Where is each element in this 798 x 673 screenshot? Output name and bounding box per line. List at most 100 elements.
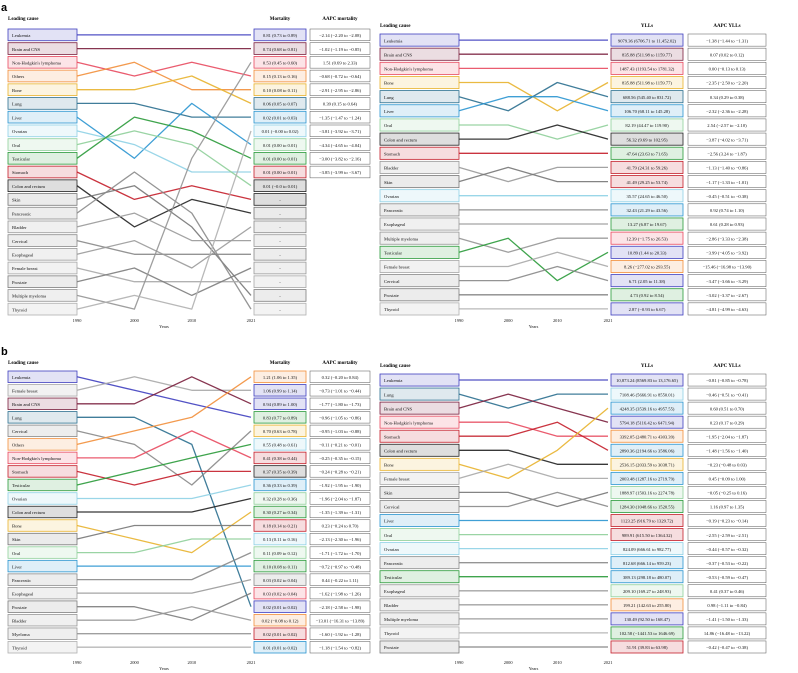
cause-label: Cervical (384, 505, 400, 510)
aapc-label: −1.77 (−1.80 to −1.73) (319, 402, 361, 407)
aapc-box (687, 444, 767, 457)
aapc-box (309, 124, 371, 137)
metric-header: YLLs (641, 24, 653, 29)
value-box (610, 626, 684, 640)
value-box (253, 546, 307, 559)
chart-panel-3: Leading cause Mortality AAPC mortality 1990… (7, 361, 371, 671)
aapc-box (309, 397, 371, 410)
cause-label: Brain and CNS (384, 52, 413, 57)
aapc-label: 0.92 (0.74 to 1.10) (710, 208, 745, 213)
cause-label: Prostate (384, 645, 399, 650)
aapc-box (309, 69, 371, 83)
cause-box (7, 289, 78, 302)
series-line-ovarian (77, 484, 252, 500)
value-label: 1888.97 (1503.16 to 2274.78) (620, 491, 675, 496)
series-line-pancreatic (76, 171, 252, 310)
value-box (253, 110, 307, 124)
cause-label: Leukemia (12, 33, 30, 38)
cause-box (7, 152, 78, 165)
aapc-box (309, 384, 371, 397)
value-label: - (279, 239, 281, 244)
aapc-box (309, 28, 371, 41)
value-box (610, 175, 684, 189)
cause-box (7, 519, 78, 532)
cause-box (379, 203, 460, 217)
series-line-lung (77, 102, 251, 118)
cause-label: Prostate (384, 293, 399, 298)
value-box (610, 485, 684, 499)
value-box (253, 179, 307, 192)
cause-box (7, 559, 78, 573)
x-tick-label: 2010 (553, 318, 563, 323)
aapc-box (687, 175, 767, 188)
aapc-box (309, 424, 371, 437)
value-box (610, 640, 684, 654)
value-label: 0.94 (0.89 to 1.00) (263, 402, 298, 407)
cause-box (7, 424, 78, 438)
cause-label: Oral (12, 143, 21, 148)
series-line-prostate (76, 267, 252, 297)
aapc-header: AAPC mortality (322, 361, 358, 366)
aapc-box (687, 612, 767, 626)
series-line-bone (458, 407, 609, 480)
cause-box (379, 47, 460, 61)
aapc-label: −0.73 (−1.01 to −0.44) (319, 388, 361, 393)
aapc-label: 0.00 (−0.13 to 0.13) (709, 67, 746, 72)
cause-label: Pancreatic (384, 208, 403, 213)
value-label: 389.13 (298.18 to 480.07) (623, 575, 671, 580)
cause-box (7, 110, 78, 124)
value-label: 835.88 (511.98 to 1159.77) (622, 81, 672, 86)
series-line-pancreatic (77, 552, 252, 581)
value-label: - (279, 252, 281, 257)
aapc-box (309, 165, 371, 179)
cause-box (7, 586, 78, 600)
value-box (610, 500, 684, 513)
cause-box (7, 248, 78, 261)
value-label: 0.02 (0.01 to 0.03) (263, 115, 298, 120)
value-label: - (279, 280, 281, 285)
value-box (610, 471, 684, 485)
value-label: 2890.36 (2194.66 to 3586.06) (620, 448, 675, 453)
x-tick-label: 1990 (455, 318, 465, 323)
value-label: 41.49 (29.25 to 53.74) (626, 180, 668, 185)
aapc-box (309, 465, 371, 478)
value-box (253, 97, 307, 110)
series-line-female-breast (459, 251, 609, 268)
cause-label: Others (12, 74, 24, 79)
aapc-label: −1.38 (−1.44 to −1.31) (706, 38, 748, 43)
cause-box (7, 261, 78, 275)
value-label: 0.02 (0.01 to 0.02) (263, 632, 298, 637)
aapc-label: −0.45 (−0.51 to −0.38) (706, 194, 748, 199)
value-label: 32.43 (21.29 to 43.56) (626, 208, 668, 213)
aapc-box (687, 472, 767, 485)
value-box (253, 83, 307, 96)
value-label: - (279, 294, 281, 299)
aapc-box (687, 161, 767, 174)
aapc-label: −1.95 (−2.04 to −1.87) (706, 434, 748, 439)
value-box (610, 514, 684, 527)
aapc-label: −4.34 (−4.65 to −4.04) (319, 143, 361, 148)
cause-label: Skin (384, 180, 393, 185)
value-label: 0.74 (0.68 to 0.81) (263, 47, 298, 52)
aapc-label: 0.41 (0.37 to 0.46) (710, 589, 745, 594)
value-box (610, 542, 684, 556)
aapc-label: −3.85 (−3.99 to −3.67) (319, 170, 361, 175)
cause-label: Ovarian (384, 547, 399, 552)
value-label: 0.01 (0.00 to 0.01) (263, 143, 298, 148)
aapc-box (687, 118, 767, 132)
cause-label: Female breast (12, 266, 38, 271)
value-label: 7108.46 (5666.91 to 8550.01) (620, 392, 675, 397)
value-box (253, 492, 307, 505)
cause-box (379, 189, 460, 203)
value-box (253, 614, 307, 627)
cause-label: Oral (384, 123, 393, 128)
cause-label: Testicular (12, 483, 31, 488)
cause-label: Leukemia (384, 378, 402, 383)
cause-label: Non-Hodgkin's lymphoma (12, 60, 61, 65)
value-box (610, 373, 684, 387)
value-box (610, 387, 684, 401)
cause-label: Bladder (12, 618, 27, 623)
value-box (610, 429, 684, 443)
cause-box (7, 438, 78, 451)
aapc-label: −1.48 (−1.56 to −1.40) (706, 448, 748, 453)
